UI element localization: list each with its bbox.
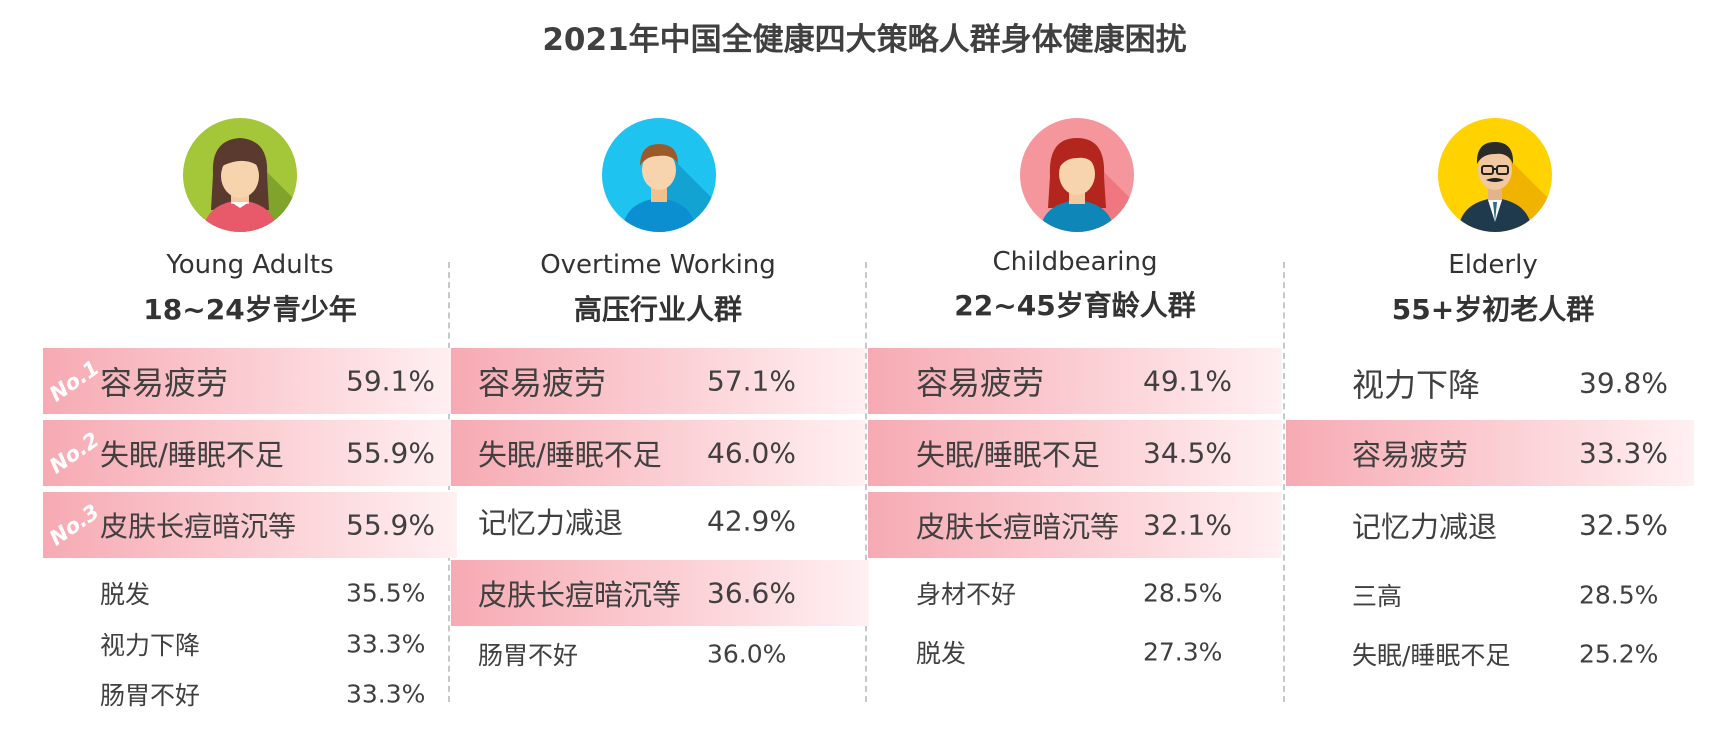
office-worker-avatar-icon [602,118,716,232]
item-value: 33.3% [346,629,426,659]
item-label: 视力下降 [100,631,201,660]
item-label: 肠胃不好 [100,681,201,710]
item-value: 42.9% [707,504,796,538]
list-item: 记忆力减退 32.5% [1286,492,1700,558]
item-label: 失眠/睡眠不足 [1352,641,1511,670]
group-english-label: Young Adults [166,250,334,280]
item-value: 28.5% [1143,578,1223,608]
group-column-overtime-working: Overtime Working 高压行业人群 容易疲劳 57.1% 失眠/睡眠… [451,0,869,754]
item-value: 46.0% [707,436,796,470]
rank-badge: No.1 [45,355,104,407]
item-label: 肠胃不好 [478,641,579,670]
list-item: 容易疲劳 49.1% [868,348,1282,414]
item-value: 39.8% [1579,366,1668,400]
item-value: 25.2% [1579,639,1659,669]
item-value: 27.3% [1143,637,1223,667]
list-item: 失眠/睡眠不足 25.2% [1286,626,1700,682]
group-chinese-label: 55+岁初老人群 [1391,293,1595,326]
list-item: No.2 失眠/睡眠不足 55.9% [43,420,457,486]
young-woman-avatar-icon [183,118,297,232]
rank-badge: No.2 [45,427,104,479]
list-item: 容易疲劳 33.3% [1286,420,1694,486]
item-value: 32.1% [1143,508,1232,542]
list-item: 皮肤长痘暗沉等 32.1% [868,492,1282,558]
group-english-label: Childbearing [992,247,1158,277]
list-item: No.3 皮肤长痘暗沉等 55.9% [43,492,457,558]
item-value: 32.5% [1579,508,1668,542]
list-item: 记忆力减退 42.9% [451,488,865,554]
group-english-label: Overtime Working [540,250,776,280]
item-label: 皮肤长痘暗沉等 [916,510,1120,544]
item-value: 36.0% [707,639,787,669]
item-value: 28.5% [1579,580,1659,610]
item-value: 33.3% [346,679,426,709]
list-item: 视力下降 33.3% [43,622,457,666]
item-value: 33.3% [1579,436,1668,470]
column-divider [865,262,867,702]
woman-avatar-icon [1020,118,1134,232]
item-label: 身材不好 [916,580,1017,609]
list-item: 身材不好 28.5% [868,560,1282,626]
group-chinese-label: 18~24岁青少年 [143,293,357,326]
item-label: 容易疲劳 [100,364,229,402]
list-item: 容易疲劳 57.1% [451,348,865,414]
group-chinese-label: 22~45岁育龄人群 [954,289,1196,322]
item-label: 失眠/睡眠不足 [916,438,1100,472]
item-label: 三高 [1352,582,1403,611]
item-label: 皮肤长痘暗沉等 [478,578,682,612]
item-value: 49.1% [1143,364,1232,398]
item-value: 55.9% [346,508,435,542]
item-value: 35.5% [346,578,426,608]
item-label: 失眠/睡眠不足 [478,438,662,472]
item-label: 记忆力减退 [1352,510,1498,544]
group-english-label: Elderly [1448,250,1538,280]
item-value: 59.1% [346,364,435,398]
list-item: 脱发 27.3% [868,624,1282,680]
chart-title: 2021年中国全健康四大策略人群身体健康困扰 [542,22,1187,58]
item-label: 失眠/睡眠不足 [100,438,284,472]
group-chinese-label: 高压行业人群 [573,293,742,326]
item-label: 皮肤长痘暗沉等 [100,510,297,543]
group-column-elderly: Elderly 55+岁初老人群 视力下降 39.8% 容易疲劳 33.3% 记… [1286,0,1700,754]
group-column-childbearing: Childbearing 22~45岁育龄人群 容易疲劳 49.1% 失眠/睡眠… [868,0,1282,754]
list-item: 脱发 35.5% [43,560,457,626]
item-label: 视力下降 [1352,366,1481,404]
item-value: 34.5% [1143,436,1232,470]
elderly-man-avatar-icon [1438,118,1552,232]
list-item: 肠胃不好 36.0% [451,626,865,682]
list-item: 肠胃不好 33.3% [43,672,457,716]
item-label: 容易疲劳 [1352,438,1469,472]
item-value: 57.1% [707,364,796,398]
item-label: 记忆力减退 [478,506,624,540]
list-item: 失眠/睡眠不足 46.0% [451,420,865,486]
group-column-young-adults: Young Adults 18~24岁青少年 No.1 容易疲劳 59.1% N… [43,0,457,754]
item-label: 脱发 [100,580,151,609]
item-label: 脱发 [916,639,967,668]
item-label: 容易疲劳 [916,364,1045,402]
item-label: 容易疲劳 [478,364,607,402]
list-item: 失眠/睡眠不足 34.5% [868,420,1282,486]
column-divider [1283,262,1285,702]
item-value: 55.9% [346,436,435,470]
list-item: 三高 28.5% [1286,562,1700,628]
list-item: 皮肤长痘暗沉等 36.6% [451,560,869,626]
list-item: 视力下降 39.8% [1286,350,1700,416]
item-value: 36.6% [707,576,796,610]
rank-badge: No.3 [45,499,104,551]
list-item: No.1 容易疲劳 59.1% [43,348,457,414]
